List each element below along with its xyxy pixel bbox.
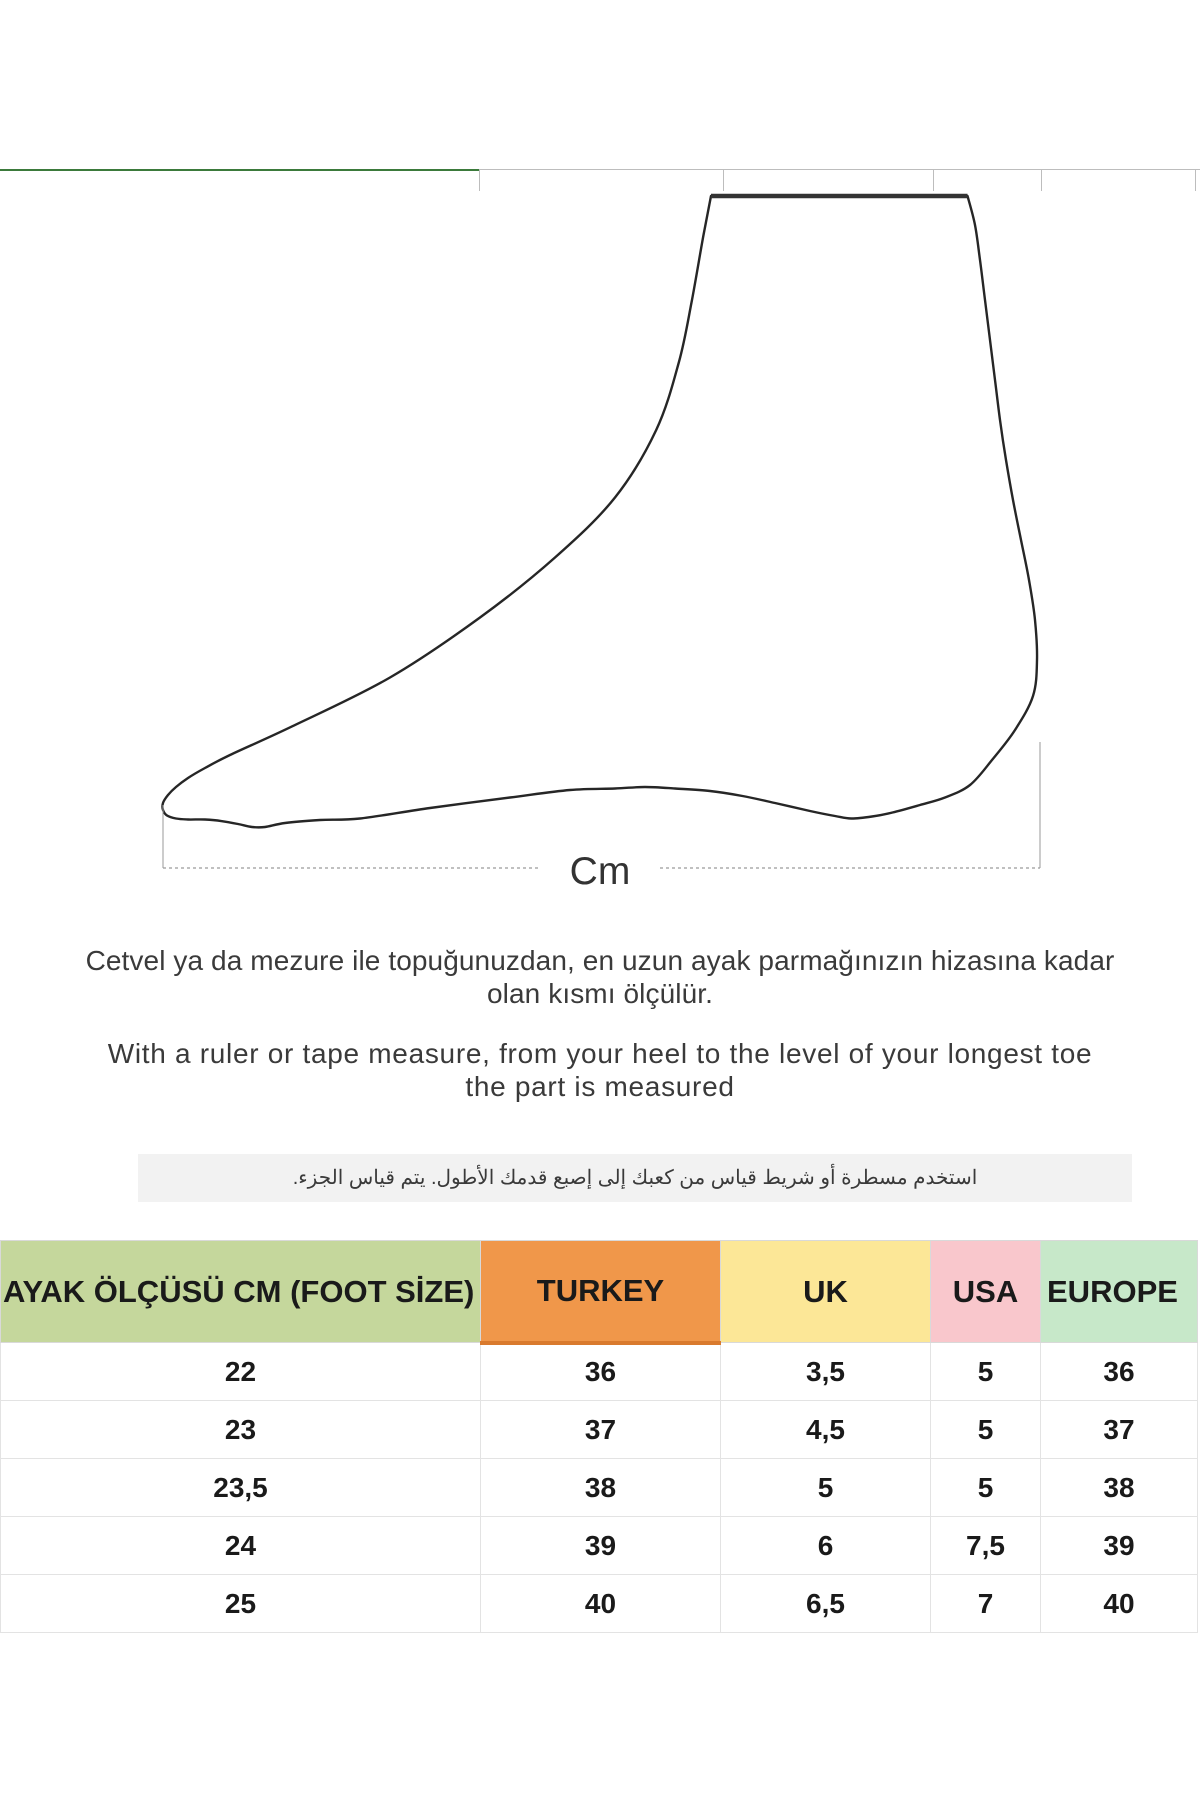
- svg-text:Cm: Cm: [570, 850, 631, 893]
